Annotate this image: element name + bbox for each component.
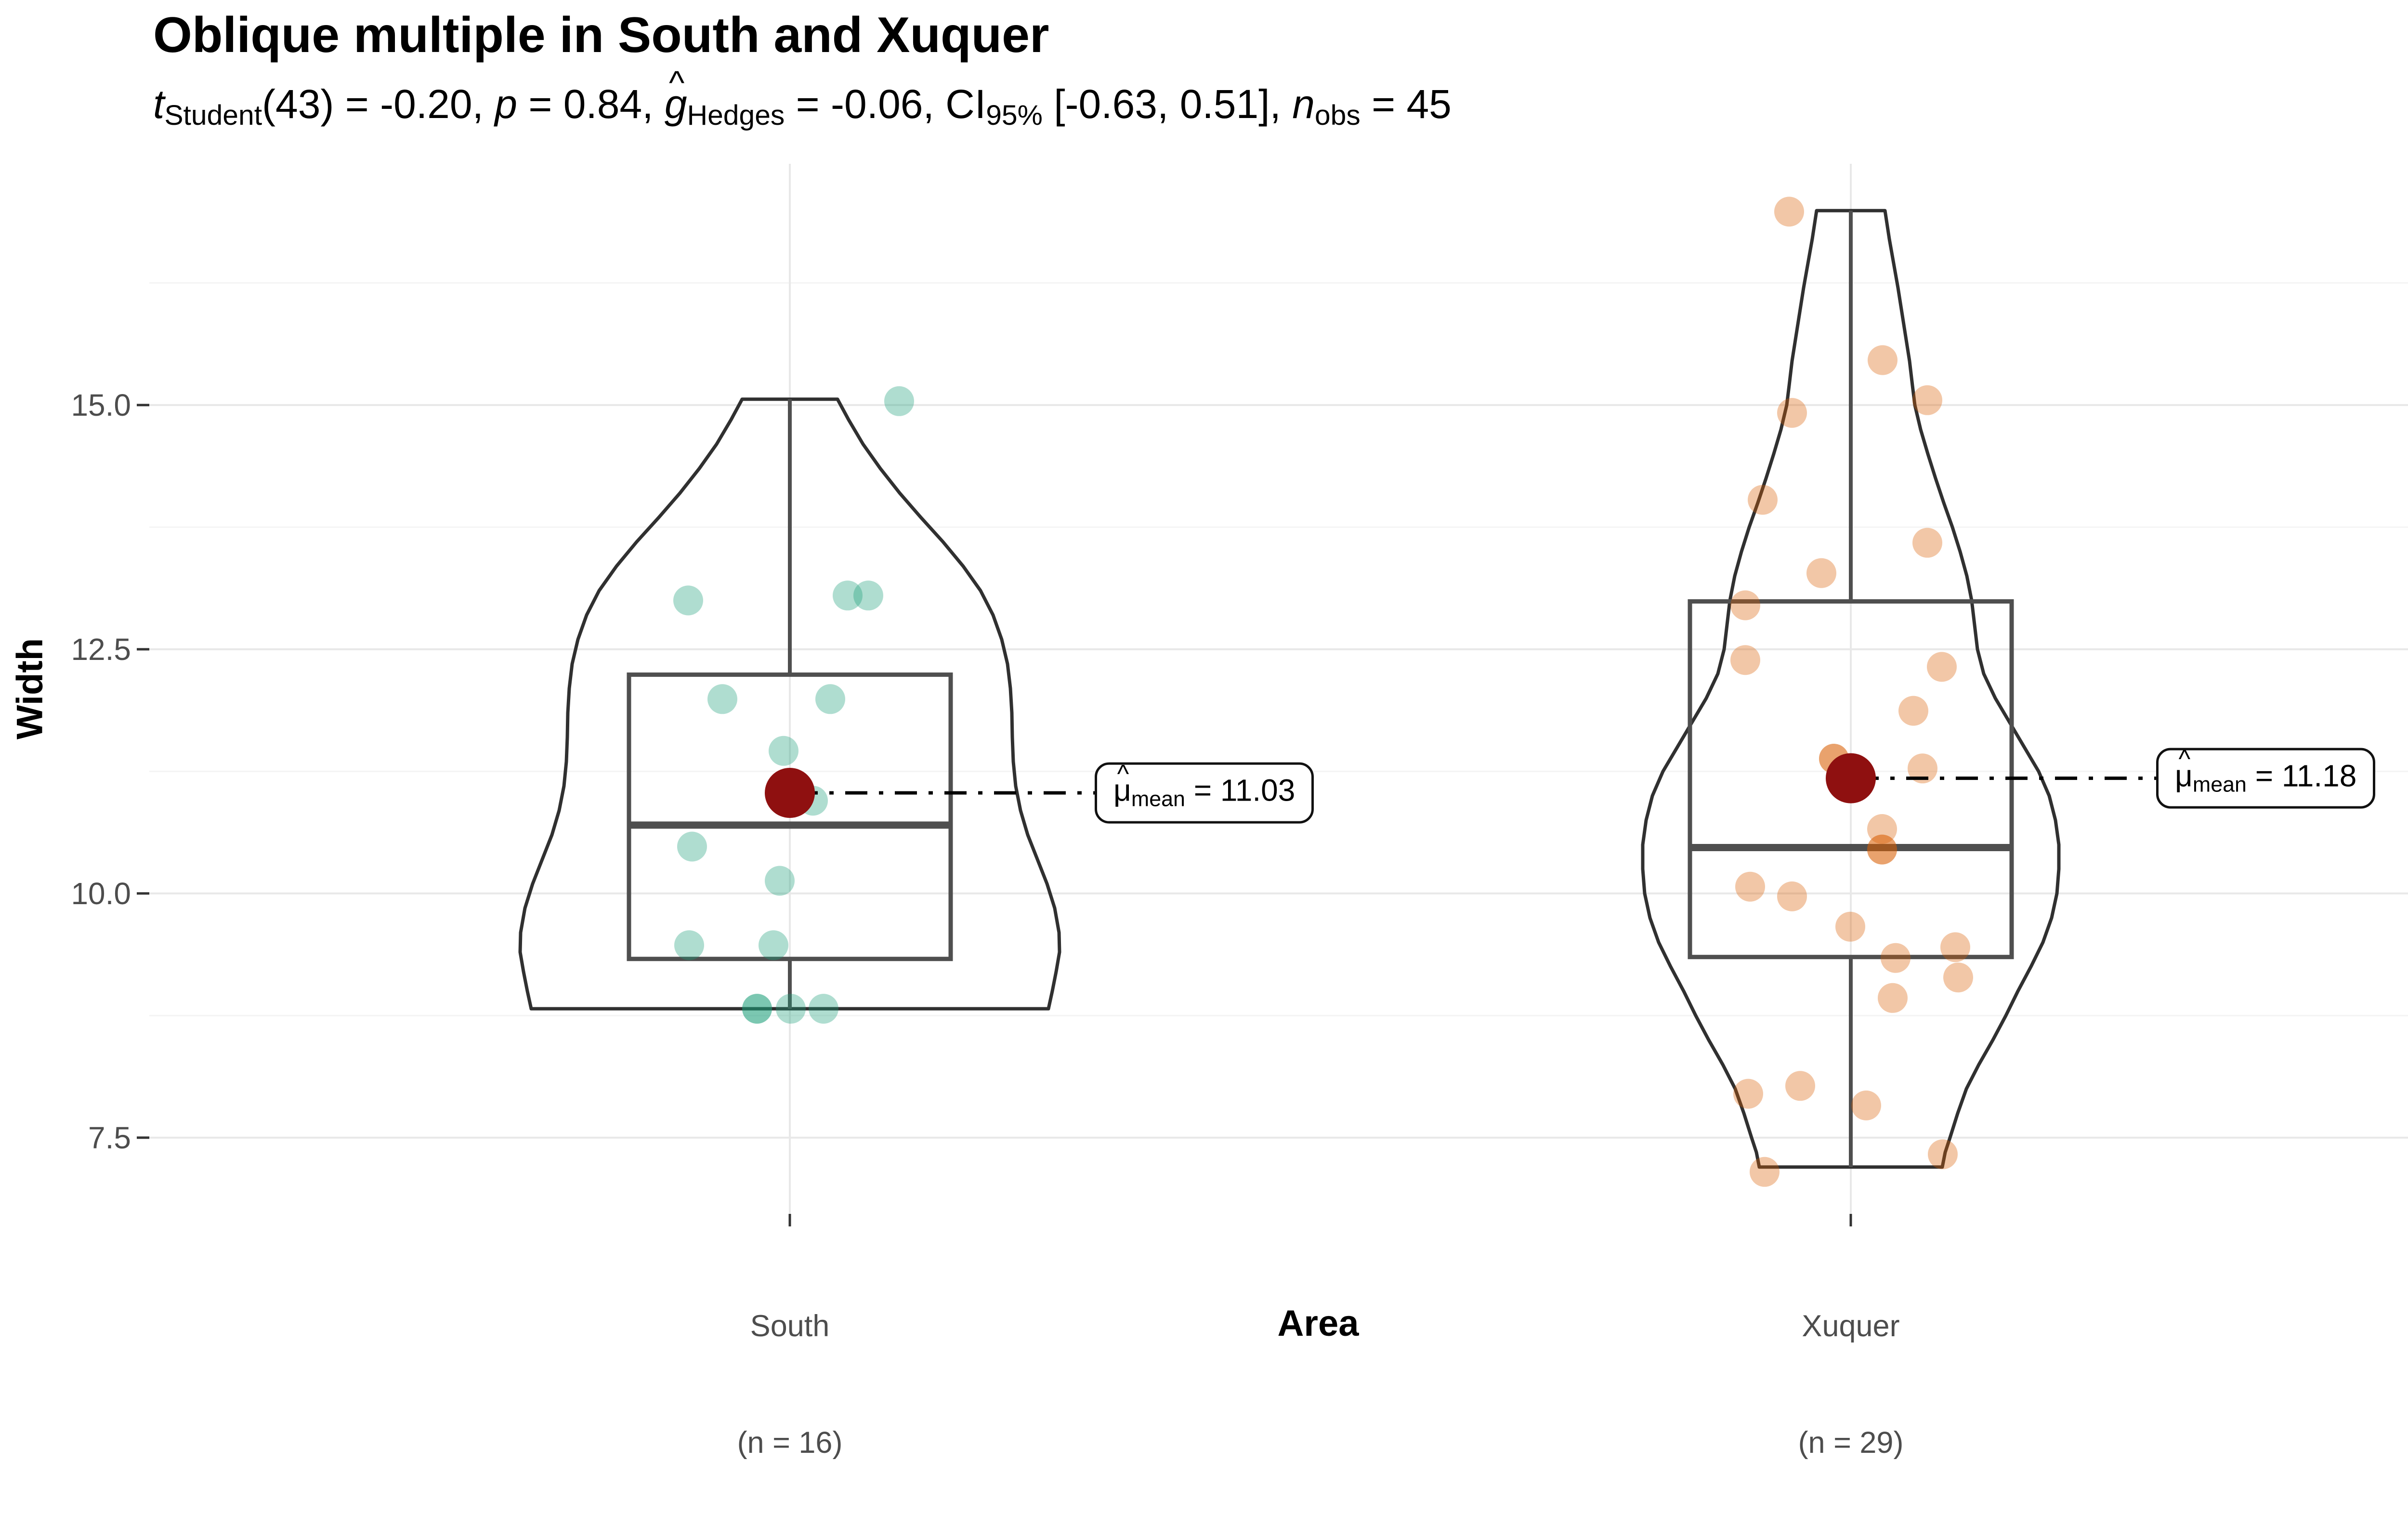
plot-subtitle: tStudent(43) = -0.20, p = 0.84, ^ gHedges… <box>153 64 1452 132</box>
jitter-point-south <box>776 994 806 1024</box>
stat-t-symbol: t <box>153 81 165 127</box>
stat-segment: [-0.63, 0.51], <box>1042 81 1293 127</box>
y-tick-label-7-5: 7.5 <box>88 1120 131 1155</box>
jitter-point-xuquer <box>1806 558 1836 588</box>
jitter-point-south <box>853 580 883 611</box>
jitter-point-south <box>677 831 707 862</box>
jitter-point-south <box>673 585 703 616</box>
jitter-point-xuquer <box>1774 197 1804 227</box>
jitter-point-south <box>884 386 914 416</box>
jitter-point-south <box>769 736 798 766</box>
jitter-point-south <box>742 994 772 1024</box>
jitter-point-xuquer <box>1867 814 1897 844</box>
stat-t-subscript: Student <box>164 100 262 132</box>
category-n: (n = 16) <box>737 1426 843 1460</box>
jitter-point-xuquer <box>1735 871 1765 902</box>
jitter-point-xuquer <box>1868 345 1898 375</box>
stat-n-subscript: obs <box>1314 100 1361 132</box>
violin-south <box>518 397 1061 1011</box>
jitter-point-south <box>759 930 788 961</box>
jitter-point-xuquer <box>1748 485 1778 515</box>
category-name: South <box>750 1309 830 1343</box>
stat-segment: = 0.84, <box>517 81 665 127</box>
jitter-point-xuquer <box>1912 527 1942 558</box>
stat-g-subscript: Hedges <box>687 100 785 132</box>
jitter-point-xuquer <box>1908 753 1937 784</box>
mean-dot-xuquer <box>1826 753 1876 803</box>
jitter-point-south <box>674 930 704 961</box>
y-tick-label-12-5: 12.5 <box>71 632 131 667</box>
y-axis-title: Width <box>9 638 51 740</box>
stat-g-symbol: g <box>664 81 687 127</box>
mean-value: = 11.18 <box>2246 758 2357 793</box>
jitter-point-xuquer <box>1777 398 1807 428</box>
stat-ci-subscript: 95% <box>986 100 1043 132</box>
violin-xuquer <box>1641 209 2061 1169</box>
stat-p-symbol: p <box>495 81 518 127</box>
plot-title: Oblique multiple in South and Xuquer <box>153 7 1049 63</box>
jitter-point-xuquer <box>1928 1139 1958 1170</box>
hat-icon: ^ <box>2178 745 2191 774</box>
hat-icon: ^ <box>668 64 685 102</box>
jitter-point-xuquer <box>1943 962 1973 993</box>
stat-segment: (43) = -0.20, <box>262 81 495 127</box>
chart-canvas <box>137 164 2408 1226</box>
x-axis-title: Area <box>1277 1303 1359 1344</box>
jitter-point-south <box>833 580 863 611</box>
jitter-point-xuquer <box>1878 983 1908 1013</box>
figure: Oblique multiple in South and Xuquer tSt… <box>9 7 2408 1460</box>
jitter-point-xuquer <box>1730 645 1760 675</box>
stat-n-symbol: n <box>1292 81 1315 127</box>
mean-dot-south <box>765 768 815 818</box>
mean-subscript: mean <box>1131 787 1185 811</box>
jitter-point-xuquer <box>1927 652 1957 682</box>
jitter-point-xuquer <box>1940 932 1970 962</box>
jitter-point-xuquer <box>1867 834 1897 865</box>
stat-g-hat-wrap: ^ g <box>664 64 687 128</box>
jitter-point-xuquer <box>1785 1071 1815 1101</box>
jitter-point-xuquer <box>1912 385 1942 415</box>
mean-label-xuquer: ^ μmean = 11.18 <box>2156 745 2376 809</box>
hat-icon: ^ <box>1117 760 1129 789</box>
jitter-point-xuquer <box>1851 1090 1881 1120</box>
jitter-point-south <box>765 866 795 896</box>
category-name: Xuquer <box>1802 1309 1900 1343</box>
mean-value: = 11.03 <box>1185 773 1296 808</box>
stat-segment: = 45 <box>1360 81 1452 127</box>
jitter-point-south <box>707 684 737 714</box>
jitter-point-south <box>815 684 845 714</box>
stat-segment: = -0.06, CI <box>785 81 986 127</box>
jitter-point-xuquer <box>1730 590 1760 620</box>
jitter-point-south <box>809 994 838 1024</box>
mu-hat-wrap: ^ μ <box>2175 745 2193 793</box>
jitter-point-xuquer <box>1777 881 1807 911</box>
mu-symbol: μ <box>1113 773 1131 808</box>
jitter-point-xuquer <box>1835 911 1865 942</box>
mu-hat-wrap: ^ μ <box>1113 760 1131 808</box>
box-south <box>627 672 953 961</box>
x-tick-label-xuquer: Xuquer (n = 29) <box>1798 1229 1904 1540</box>
x-tick-label-south: South (n = 16) <box>737 1229 843 1540</box>
mean-label-south: ^ μmean = 11.03 <box>1095 760 1314 824</box>
jitter-point-xuquer <box>1867 834 1897 865</box>
mu-symbol: μ <box>2175 758 2193 793</box>
jitter-point-south <box>742 994 772 1024</box>
mean-subscript: mean <box>2192 772 2247 796</box>
jitter-point-xuquer <box>1898 696 1928 726</box>
jitter-point-xuquer <box>1750 1157 1780 1187</box>
jitter-point-xuquer <box>1733 1079 1763 1109</box>
category-n: (n = 29) <box>1798 1426 1904 1460</box>
jitter-point-xuquer <box>1881 943 1911 973</box>
y-tick-label-10: 10.0 <box>71 876 131 911</box>
y-tick-label-15: 15.0 <box>71 387 131 422</box>
